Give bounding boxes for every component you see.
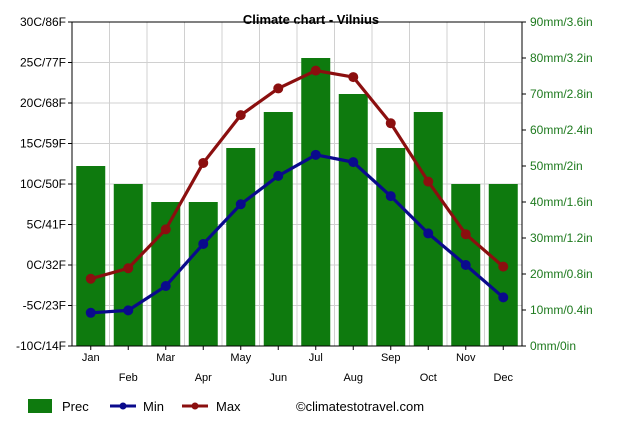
min-temperature-point <box>85 307 96 318</box>
x-axis-ticks: Jan Feb Mar Apr May Jun Jul Aug Sep Oct Nov Dec <box>82 346 514 384</box>
max-temperature-point <box>85 273 96 284</box>
min-temperature-point <box>198 238 209 249</box>
precipitation-bar <box>188 202 218 346</box>
x-tick-label: Jul <box>309 352 323 364</box>
legend-min-marker <box>119 402 127 410</box>
chart-title: Climate chart - Vilnius <box>243 12 379 27</box>
right-tick-label: 10mm/0.4in <box>530 303 593 317</box>
left-tick-label: 5C/41F <box>27 218 66 232</box>
right-tick-label: 90mm/3.6in <box>530 15 593 29</box>
left-tick-label: -5C/23F <box>23 299 66 313</box>
max-temperature-point <box>160 224 171 235</box>
min-temperature-point <box>273 170 284 181</box>
x-tick-label: Oct <box>420 372 437 384</box>
left-tick-label: 20C/68F <box>20 96 66 110</box>
right-tick-label: 80mm/3.2in <box>530 51 593 65</box>
min-temperature-point <box>310 149 321 160</box>
right-tick-label: 40mm/1.6in <box>530 195 593 209</box>
legend-min-label: Min <box>143 399 164 414</box>
x-tick-label: Jan <box>82 352 100 364</box>
left-tick-label: 15C/59F <box>20 137 66 151</box>
x-tick-label: Feb <box>119 372 138 384</box>
right-tick-label: 0mm/0in <box>530 339 576 353</box>
max-temperature-point <box>235 110 246 121</box>
left-tick-label: 25C/77F <box>20 56 66 70</box>
left-tick-label: 30C/86F <box>20 15 66 29</box>
right-tick-label: 30mm/1.2in <box>530 231 593 245</box>
right-tick-label: 60mm/2.4in <box>530 123 593 137</box>
legend-max-marker <box>191 402 199 410</box>
min-temperature-point <box>385 191 396 202</box>
min-temperature-point <box>160 281 171 292</box>
credit-text: ©climatestotravel.com <box>296 399 424 414</box>
x-tick-label: Sep <box>381 352 401 364</box>
legend-prec-swatch <box>28 399 52 413</box>
max-temperature-point <box>423 176 434 187</box>
right-tick-label: 70mm/2.8in <box>530 87 593 101</box>
min-temperature-point <box>235 199 246 210</box>
precipitation-bar <box>226 148 256 346</box>
left-tick-label: 0C/32F <box>27 258 66 272</box>
min-temperature-point <box>423 228 434 239</box>
x-tick-label: Jun <box>269 372 287 384</box>
max-temperature-point <box>310 65 321 76</box>
x-tick-label: Apr <box>195 372 212 384</box>
left-tick-label: -10C/14F <box>16 339 66 353</box>
temperature-lines <box>85 65 509 318</box>
precipitation-bar <box>263 112 293 346</box>
legend: Prec Min Max <box>28 399 241 414</box>
legend-prec-label: Prec <box>62 399 89 414</box>
x-tick-label: Nov <box>456 352 476 364</box>
left-tick-label: 10C/50F <box>20 177 66 191</box>
max-temperature-point <box>460 229 471 240</box>
x-tick-label: May <box>230 352 251 364</box>
min-temperature-line <box>90 153 505 315</box>
max-temperature-point <box>498 261 509 272</box>
x-tick-label: Aug <box>343 372 363 384</box>
precipitation-bar <box>76 166 106 346</box>
min-temperature-point <box>348 157 359 168</box>
max-temperature-point <box>123 263 134 274</box>
max-temperature-line <box>90 68 505 281</box>
min-temperature-point <box>123 305 134 316</box>
max-temperature-point <box>385 118 396 129</box>
x-tick-label: Mar <box>156 352 175 364</box>
right-tick-label: 50mm/2in <box>530 159 583 173</box>
precipitation-bar <box>338 94 368 346</box>
right-tick-label: 20mm/0.8in <box>530 267 593 281</box>
legend-max-label: Max <box>216 399 241 414</box>
precipitation-bar <box>376 148 406 346</box>
max-temperature-point <box>348 72 359 83</box>
grid-lines <box>72 21 522 347</box>
max-temperature-point <box>198 157 209 168</box>
right-axis-ticks: 90mm/3.6in 80mm/3.2in 70mm/2.8in 60mm/2.4in… <box>522 15 593 353</box>
x-tick-label: Dec <box>493 372 513 384</box>
min-temperature-point <box>460 260 471 270</box>
min-temperature-point <box>498 292 509 303</box>
precipitation-bar <box>301 58 331 346</box>
max-temperature-point <box>273 83 284 94</box>
left-axis-ticks: 30C/86F 25C/77F 20C/68F 15C/59F 10C/50F 5C/41… <box>16 15 72 353</box>
